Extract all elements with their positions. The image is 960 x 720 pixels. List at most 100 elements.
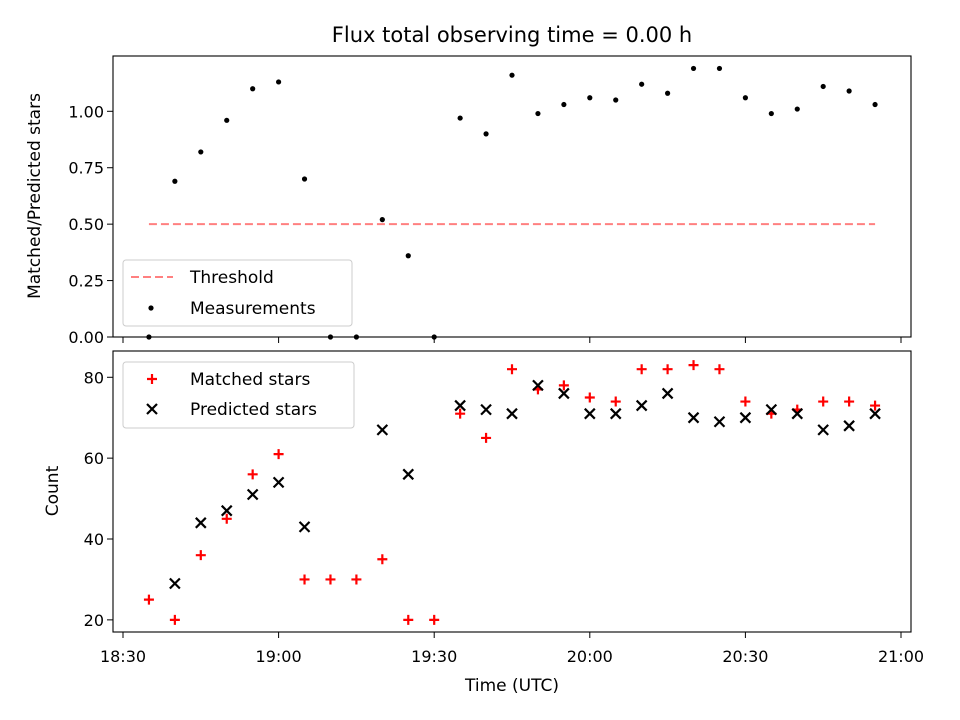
matched-star-point [169,614,180,625]
measurement-point [405,253,411,259]
bottom-legend: Matched stars Predicted stars [122,361,355,429]
measurement-point [820,83,826,90]
matched-star-point [688,360,699,371]
x-axis-label: Time (UTC) [464,676,559,696]
predicted-star-point [402,468,415,481]
measurement-point [457,115,463,121]
measurement-point [250,86,256,92]
y-tick-label: 0.75 [68,159,104,178]
measurement-point [587,95,593,101]
matched-star-point [299,574,310,585]
top-panel: 0.00 0.25 0.50 0.75 1.00 Matched/Predicted s… [25,55,912,347]
predicted-star-point [609,407,622,420]
y-tick-label: 0.00 [68,328,104,347]
top-legend-box [122,259,353,327]
matched-star-point [507,364,517,375]
bottom-plot-area [143,360,881,625]
matched-star-point [558,380,569,391]
matched-star-point [429,614,440,625]
measurement-point [353,334,359,340]
x-tick-label: 21:00 [878,647,924,666]
y-tick-label: 80 [84,368,104,387]
measurement-point [716,65,723,72]
predicted-star-point [506,407,518,420]
matched-star-point [247,469,258,480]
predicted-star-point [195,517,207,529]
matched-star-point [403,614,414,625]
predicted-star-point [687,411,700,424]
matched-star-point [325,574,336,585]
measurement-point [768,110,774,117]
legend-matched-swatch [147,374,157,384]
measurement-point [483,131,489,137]
measurement-point [224,117,230,123]
predicted-star-point [298,521,311,533]
predicted-star-point [246,488,259,501]
bottom-y-axis-label: Count [43,465,63,516]
bottom-y-ticks: 20 40 60 80 [84,368,113,630]
matched-star-point [584,392,595,403]
predicted-star-point [454,399,466,412]
x-tick-label: 19:30 [411,647,457,666]
legend-plus-marker [147,374,157,384]
measurement-point [276,79,282,85]
predicted-star-point [558,387,570,400]
top-y-axis-label: Matched/Predicted stars [25,93,45,299]
matched-star-point [610,396,621,407]
predicted-star-point [843,420,855,432]
measurement-point [301,176,308,182]
legend-measurements-swatch [148,305,154,311]
x-tick-label: 20:30 [722,647,768,666]
matched-star-point [143,594,154,605]
bottom-x-ticks: 18:30 19:00 19:30 20:00 20:30 21:00 [100,632,924,666]
predicted-star-point [635,399,648,412]
measurement-point [742,95,749,101]
predicted-star-point [661,387,674,400]
matched-star-point [221,513,232,524]
measurement-point [639,81,645,87]
matched-star-point [844,396,855,407]
measurement-point [535,110,541,117]
predicted-star-point [169,577,181,590]
matched-star-point [351,574,362,585]
matched-star-point [481,432,492,443]
predicted-star-point [220,504,233,517]
predicted-star-point [376,424,389,436]
predicted-star-point [817,424,829,436]
measurement-point [561,101,567,108]
top-x-ticks [122,337,902,343]
predicted-star-point [765,403,778,416]
y-tick-label: 0.25 [68,272,104,291]
top-legend: Threshold Measurements [122,259,353,327]
legend-x-marker [146,403,158,415]
predicted-star-point [272,476,285,489]
y-tick-label: 1.00 [68,102,104,121]
top-y-ticks: 0.00 0.25 0.50 0.75 1.00 [68,102,113,347]
matched-star-point [714,364,725,375]
measurement-point [509,72,515,78]
bottom-legend-box [122,361,355,429]
legend-matched-label: Matched stars [190,370,310,390]
top-axes-frame [112,55,912,338]
measurement-point [872,101,878,108]
y-tick-label: 20 [84,611,104,630]
matched-star-point [818,396,829,407]
matched-star-point [455,408,466,419]
matched-star-point [870,400,881,411]
x-tick-label: 20:00 [567,647,613,666]
matched-star-point [662,364,673,375]
matched-star-point [740,396,751,407]
predicted-star-point [480,403,492,416]
legend-predicted-swatch [146,403,158,415]
legend-predicted-label: Predicted stars [190,400,317,420]
measurement-point [613,97,619,103]
predicted-star-point [713,415,726,428]
measurement-point [846,88,852,94]
legend-measurements-label: Measurements [190,299,316,319]
y-tick-label: 40 [84,530,104,549]
matched-star-point [273,449,284,460]
chart-title: Flux total observing time = 0.00 h [332,23,692,47]
measurement-point [172,178,178,184]
